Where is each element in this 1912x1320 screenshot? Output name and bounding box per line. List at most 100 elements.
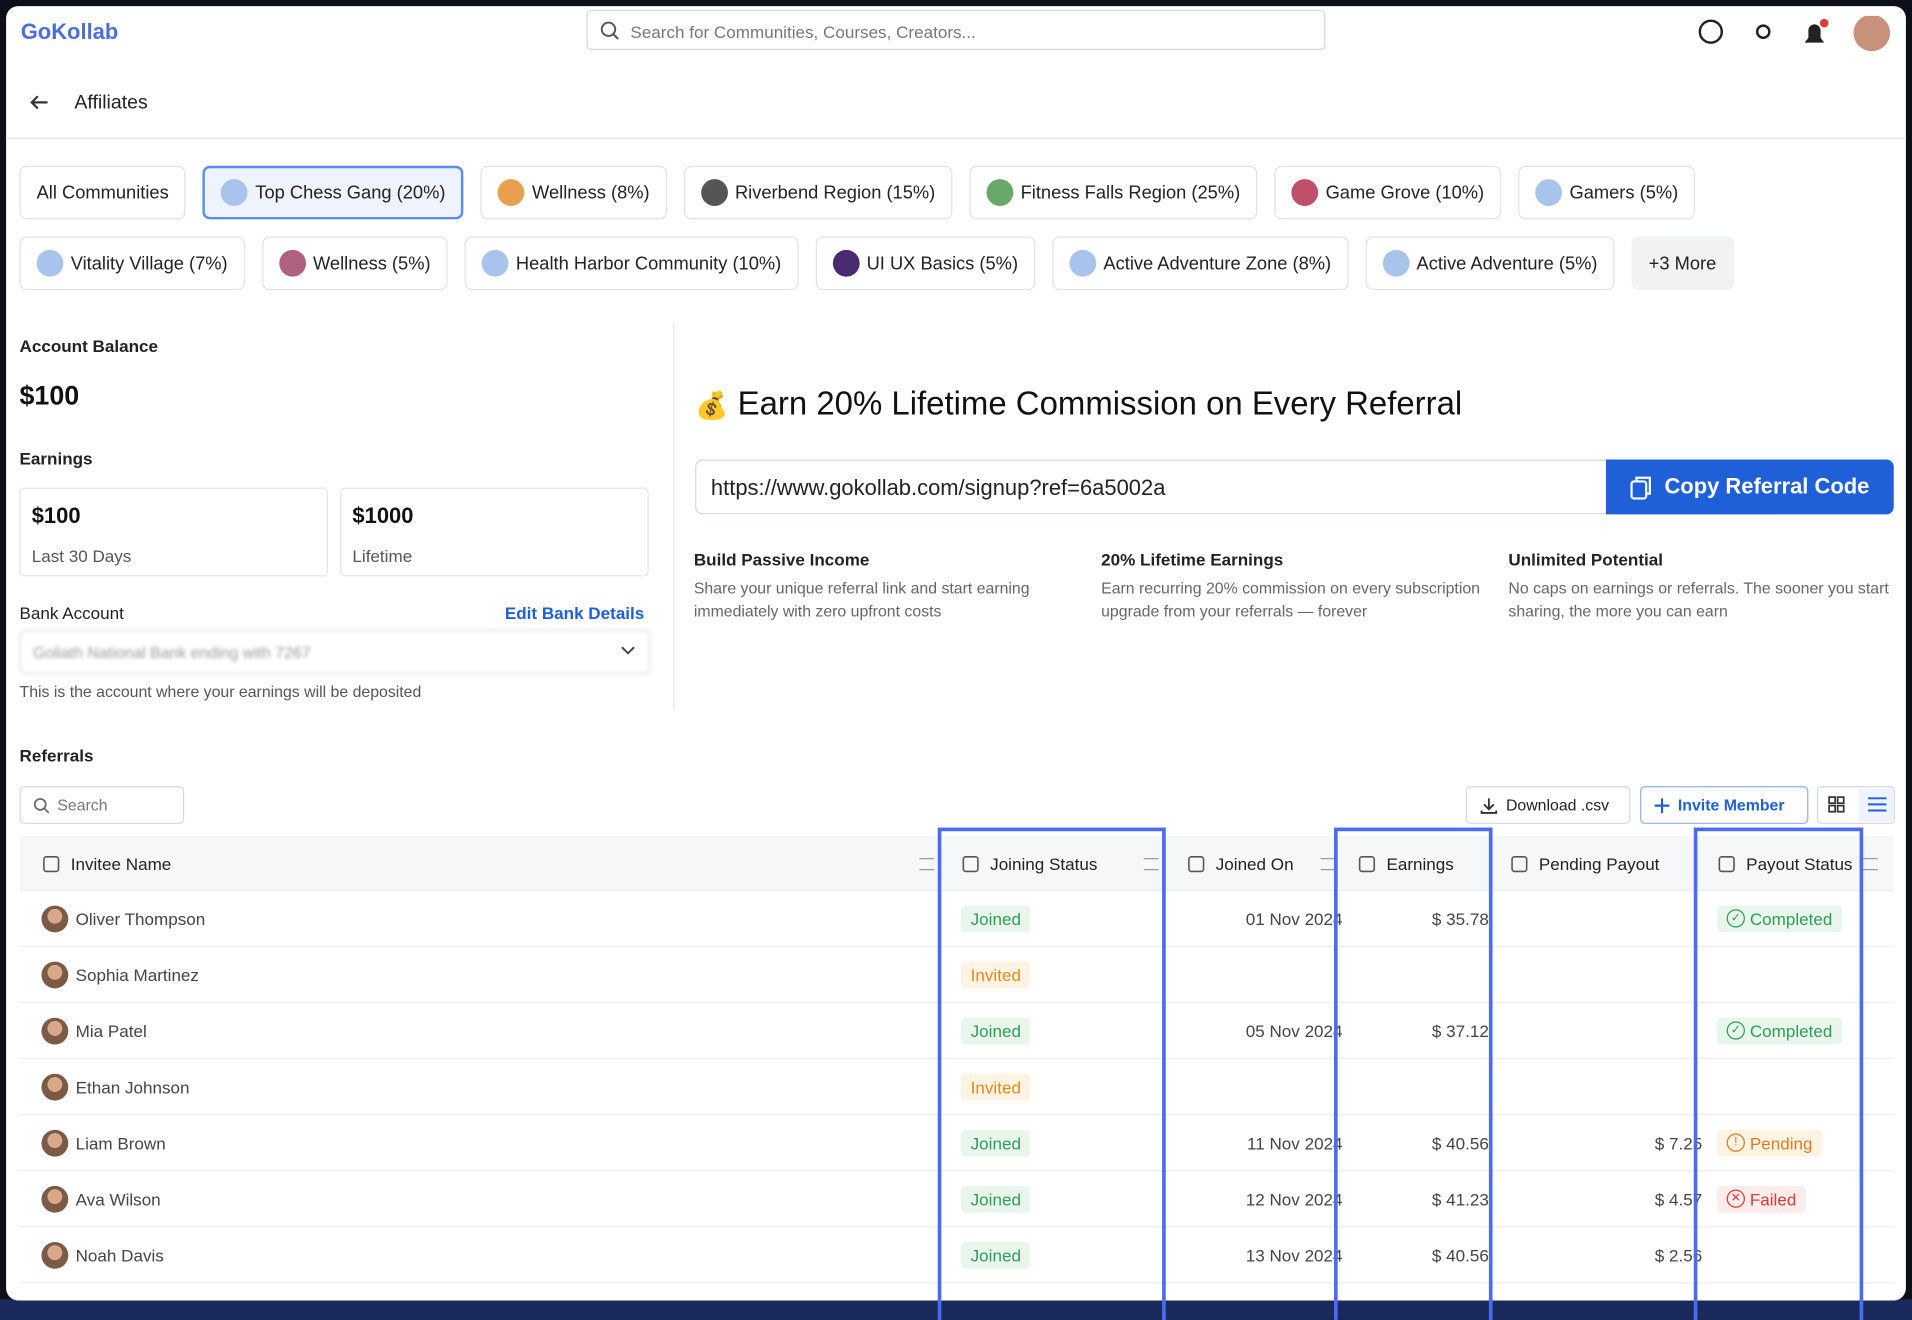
table-row[interactable]: Oliver Thompson Joined 01 Nov 2024 $ 35.78 ✓… (19, 891, 1894, 948)
logo[interactable]: GoKollab (20, 19, 119, 44)
community-chip[interactable]: Active Adventure (5%) (1365, 236, 1615, 291)
column-label: Payout Status (1746, 853, 1853, 874)
table-cell: Oliver Thompson (27, 891, 942, 946)
table-cell: Joined (946, 1171, 1165, 1226)
filter-icon[interactable] (919, 857, 935, 870)
divider (6, 137, 1906, 139)
community-label: Active Adventure Zone (8%) (1103, 252, 1332, 274)
invitee-avatar (41, 904, 69, 932)
back-icon[interactable] (28, 93, 52, 113)
table-cell: $ 4.57 (1495, 1171, 1702, 1226)
table-cell: $ 37.12 (1343, 1003, 1489, 1058)
community-avatar (1069, 249, 1097, 277)
community-chip[interactable]: UI UX Basics (5%) (815, 236, 1036, 291)
column-icon (43, 855, 60, 872)
highlight-box (1693, 827, 1864, 1320)
community-label: Active Adventure (5%) (1416, 252, 1598, 274)
bell-icon[interactable] (1804, 24, 1825, 43)
community-avatar (221, 179, 248, 206)
edit-bank-link[interactable]: Edit Bank Details (504, 603, 645, 623)
community-label: Wellness (5%) (312, 252, 431, 274)
invite-button[interactable]: Invite Member (1640, 786, 1809, 824)
copy-icon (1630, 476, 1651, 499)
table-row[interactable]: Noah Davis Joined 13 Nov 2024 $ 40.56 $ 2.56 (19, 1227, 1894, 1284)
grid-view[interactable] (1828, 796, 1845, 813)
chat-icon[interactable] (1698, 19, 1724, 44)
filter-icon[interactable] (1863, 857, 1878, 870)
user-avatar[interactable] (1853, 15, 1891, 52)
app-window: GoKollab Search for Communities, Courses… (6, 6, 1906, 1301)
filter-icon[interactable] (1143, 857, 1159, 870)
table-cell: Ethan Johnson (27, 1059, 942, 1114)
table-row[interactable]: Ethan Johnson Invited (19, 1059, 1894, 1116)
plus-icon (1654, 797, 1670, 813)
invitee-avatar (41, 1017, 69, 1044)
invitee-avatar (41, 1185, 69, 1213)
community-chip[interactable]: Gamers (5%) (1518, 165, 1696, 220)
highlight-box (937, 827, 1166, 1320)
bank-select[interactable]: Goliath National Bank ending with 7267 (19, 630, 650, 674)
status-label: Invited (970, 964, 1021, 985)
feature-text: Earn recurring 20% commission on every s… (1101, 578, 1480, 621)
community-chip[interactable]: Active Adventure Zone (8%) (1052, 236, 1349, 291)
status-badge: ✓ Completed (1716, 904, 1843, 932)
cell-text: 01 Nov 2024 (1245, 908, 1343, 929)
column-icon (1188, 855, 1205, 872)
cell-text: Noah Davis (75, 1245, 164, 1265)
column-header[interactable]: Pending Payout (1510, 836, 1703, 891)
referral-link[interactable]: https://www.gokollab.com/signup?ref=6a50… (695, 459, 1610, 515)
cell-text: $ 2.56 (1654, 1245, 1703, 1265)
community-avatar (1535, 179, 1563, 206)
column-header[interactable]: Payout Status (1717, 836, 1885, 891)
earnings-card: $1000 Lifetime (340, 487, 649, 577)
feature: Unlimited Potential No caps on earnings o… (1508, 550, 1892, 623)
filter-icon[interactable] (1320, 857, 1336, 870)
download-button[interactable]: Download .csv (1465, 786, 1631, 824)
copy-button[interactable]: Copy Referral Code (1605, 459, 1894, 515)
table-cell: $ 2.56 (1495, 1227, 1702, 1282)
community-chip[interactable]: Top Chess Gang (20%) (202, 165, 464, 220)
table-search[interactable]: Search (19, 786, 185, 824)
heading-emoji: 💰 (695, 390, 729, 421)
table-cell: 11 Nov 2024 (1172, 1115, 1343, 1170)
view-toggle (1816, 786, 1895, 824)
list-view[interactable] (1868, 797, 1887, 812)
table-row[interactable]: Sophia Martinez Invited (19, 947, 1894, 1004)
bottom-band (0, 1299, 1912, 1320)
search-icon (600, 21, 619, 40)
community-chip[interactable]: Vitality Village (7%) (19, 236, 245, 291)
table-cell: Liam Brown (27, 1115, 942, 1170)
community-label: Vitality Village (7%) (70, 252, 228, 274)
column-header[interactable]: Joining Status (961, 836, 1166, 891)
table-row[interactable]: Liam Brown Joined 11 Nov 2024 $ 40.56 $ 7.25… (19, 1115, 1894, 1172)
community-chip[interactable]: Wellness (5%) (261, 236, 448, 291)
feature: 20% Lifetime Earnings Earn recurring 20% … (1101, 550, 1485, 623)
header-icons (1698, 15, 1891, 52)
feature-text: No caps on earnings or referrals. The so… (1508, 578, 1889, 621)
community-chip[interactable]: All Communities (19, 165, 186, 220)
column-header[interactable]: Invitee Name (41, 836, 941, 891)
table-cell: 13 Nov 2024 (1172, 1227, 1343, 1282)
global-search[interactable]: Search for Communities, Courses, Creator… (586, 9, 1326, 50)
table-cell: Joined (946, 891, 1165, 946)
table-cell: Joined (946, 1003, 1165, 1058)
status-badge: Joined (960, 1017, 1031, 1044)
view-icons (1828, 788, 1894, 822)
community-chip[interactable]: +3 More (1631, 236, 1734, 291)
community-label: Health Harbor Community (10%) (515, 252, 782, 274)
column-header[interactable]: Joined On (1186, 836, 1342, 891)
community-chip[interactable]: Wellness (8%) (480, 165, 667, 220)
heading-text: Earn 20% Lifetime Commission on Every Re… (737, 385, 1463, 422)
table-row[interactable]: Ava Wilson Joined 12 Nov 2024 $ 41.23 $ 4.57… (19, 1171, 1894, 1228)
status-icon: ✓ (1726, 909, 1745, 928)
community-chip[interactable]: Fitness Falls Region (25%) (969, 165, 1258, 220)
table-cell: Ava Wilson (27, 1171, 942, 1226)
theme-icon[interactable] (1755, 24, 1771, 40)
column-header[interactable]: Earnings (1357, 836, 1489, 891)
status-badge: Invited (960, 1073, 1031, 1100)
community-chip[interactable]: Game Grove (10%) (1274, 165, 1502, 220)
community-chip[interactable]: Riverbend Region (15%) (683, 165, 953, 220)
table-row[interactable]: Mia Patel Joined 05 Nov 2024 $ 37.12 ✓ Comple… (19, 1003, 1894, 1060)
column-label: Pending Payout (1538, 853, 1660, 874)
community-chip[interactable]: Health Harbor Community (10%) (464, 236, 799, 291)
